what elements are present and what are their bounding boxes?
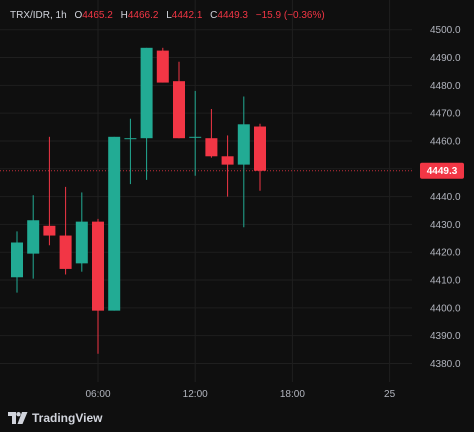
price-axis-label: 4380.0 [430, 359, 461, 370]
candle[interactable] [108, 136, 121, 311]
candle[interactable] [75, 192, 88, 272]
candle[interactable] [59, 186, 72, 275]
last-price-tag-group: 4449.3 [420, 162, 464, 179]
candle-body-up[interactable] [124, 138, 137, 140]
change-value: −15.9 (−0.36%) [255, 10, 325, 21]
tradingview-logo-icon [8, 412, 28, 424]
time-axis-label: 06:00 [85, 389, 110, 400]
candle[interactable] [221, 135, 234, 197]
tradingview-wordmark: TradingView [32, 411, 103, 425]
candle-body-up[interactable] [140, 47, 153, 139]
low-label: L [166, 10, 172, 21]
close-value: 4449.3 [217, 10, 248, 21]
candle[interactable] [254, 123, 266, 191]
last-price-tag [420, 162, 464, 179]
grid-lines [0, 0, 412, 382]
open-label: O [74, 10, 83, 21]
symbol-legend: TRX/IDR, 1h O4465.2 H4466.2 L4442.1 C444… [10, 10, 325, 21]
footer-bar: TradingView [0, 404, 474, 432]
price-axis-label: 4480.0 [430, 81, 461, 92]
time-axis[interactable]: 06:00 12:00 18:00 25 [85, 389, 395, 400]
candle-body-down[interactable] [59, 235, 72, 269]
price-axis-label: 4490.0 [430, 53, 461, 64]
candle[interactable] [205, 109, 218, 158]
price-axis-label: 4460.0 [430, 136, 461, 147]
last-price-tag-label: 4449.3 [427, 166, 458, 177]
candle[interactable] [173, 61, 185, 139]
high-label: H [120, 10, 128, 21]
candle[interactable] [189, 90, 202, 176]
candle-body-down[interactable] [254, 126, 266, 171]
time-axis-label: 18:00 [280, 389, 305, 400]
price-axis-label: 4400.0 [430, 303, 461, 314]
candle[interactable] [27, 195, 40, 279]
price-axis-label: 4420.0 [430, 248, 461, 259]
price-axis-label: 4500.0 [430, 25, 461, 36]
candle[interactable] [124, 118, 137, 185]
symbol-name[interactable]: TRX/IDR, 1h [10, 10, 67, 21]
low-value: 4442.1 [171, 10, 203, 21]
candle-body-down[interactable] [43, 225, 56, 236]
open-value: 4465.2 [82, 10, 113, 21]
candle-body-up[interactable] [237, 124, 250, 165]
candle-body-up[interactable] [11, 242, 23, 278]
candle[interactable] [156, 47, 169, 83]
time-axis-label: 25 [384, 389, 396, 400]
high-value: 4466.2 [127, 10, 159, 21]
candle[interactable] [140, 47, 153, 180]
price-axis[interactable]: 4500.04490.04480.04470.04460.04450.04440… [413, 0, 474, 402]
candle-body-up[interactable] [108, 136, 121, 311]
candle-body-up[interactable] [75, 221, 88, 264]
candle[interactable] [43, 136, 56, 246]
close-label: C [210, 10, 218, 21]
candle-body-up[interactable] [189, 136, 202, 138]
price-axis-label: 4410.0 [430, 276, 461, 287]
candle-body-down[interactable] [92, 221, 104, 311]
time-axis-label: 12:00 [183, 389, 208, 400]
candle[interactable] [237, 96, 250, 228]
candle-body-down[interactable] [173, 81, 185, 139]
price-axis-label: 4470.0 [430, 109, 461, 120]
candle-body-down[interactable] [221, 156, 234, 165]
candle[interactable] [92, 218, 104, 354]
candles[interactable] [11, 47, 266, 354]
candle-body-up[interactable] [27, 220, 40, 254]
candle-body-down[interactable] [156, 50, 169, 83]
tradingview-logo[interactable]: TradingView [8, 411, 102, 425]
candle[interactable] [11, 231, 23, 293]
price-axis-label: 4440.0 [430, 192, 461, 203]
candle-body-down[interactable] [205, 138, 218, 157]
price-axis-label: 4390.0 [430, 331, 461, 342]
price-axis-label: 4430.0 [430, 220, 461, 231]
